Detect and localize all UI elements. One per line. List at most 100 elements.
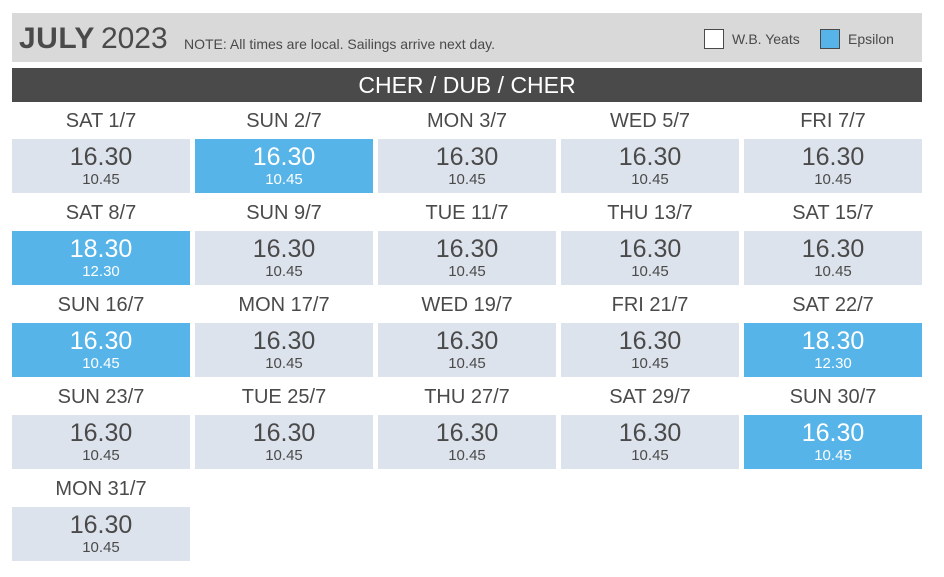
schedule-header: JULY 2023 NOTE: All times are local. Sail… xyxy=(12,13,922,62)
departure-time: 18.30 xyxy=(69,235,133,263)
departure-time: 16.30 xyxy=(801,235,865,263)
sailing-day: SUN 30/7 16.30 10.45 xyxy=(744,381,922,473)
month-title: JULY 2023 xyxy=(19,22,168,56)
departure-time: 16.30 xyxy=(618,419,682,447)
sailing-date: FRI 7/7 xyxy=(800,110,866,132)
sailing-day: SUN 9/7 16.30 10.45 xyxy=(195,197,373,289)
month-name: JULY xyxy=(19,22,95,55)
departure-time: 16.30 xyxy=(435,419,499,447)
departure-time: 16.30 xyxy=(252,327,316,355)
arrival-time: 10.45 xyxy=(448,171,486,188)
sailing-date: MON 3/7 xyxy=(426,110,508,132)
timetable-note: NOTE: All times are local. Sailings arri… xyxy=(184,36,495,52)
sailing-cell: 16.30 10.45 xyxy=(195,139,373,193)
sailing-cell: 16.30 10.45 xyxy=(12,139,190,193)
arrival-time: 10.45 xyxy=(82,355,120,372)
sailing-date: MON 17/7 xyxy=(238,294,330,316)
departure-time: 16.30 xyxy=(252,419,316,447)
arrival-time: 10.45 xyxy=(265,447,303,464)
sailing-date: THU 13/7 xyxy=(607,202,693,224)
arrival-time: 10.45 xyxy=(631,447,669,464)
arrival-time: 10.45 xyxy=(265,355,303,372)
sailing-day: SUN 16/7 16.30 10.45 xyxy=(12,289,190,381)
sailing-day: FRI 21/7 16.30 10.45 xyxy=(561,289,739,381)
sailing-day: SAT 1/7 16.30 10.45 xyxy=(12,105,190,197)
departure-time: 16.30 xyxy=(69,511,133,539)
sailing-day: SAT 29/7 16.30 10.45 xyxy=(561,381,739,473)
sailing-cell: 16.30 10.45 xyxy=(561,139,739,193)
arrival-time: 10.45 xyxy=(82,447,120,464)
sailing-date: SUN 9/7 xyxy=(246,202,322,224)
sailing-cell: 16.30 10.45 xyxy=(195,231,373,285)
arrival-time: 10.45 xyxy=(265,263,303,280)
sailing-day: THU 13/7 16.30 10.45 xyxy=(561,197,739,289)
arrival-time: 10.45 xyxy=(814,263,852,280)
arrival-time: 12.30 xyxy=(82,263,120,280)
legend-item-epsilon: Epsilon xyxy=(820,28,894,50)
sailing-date: TUE 25/7 xyxy=(241,386,327,408)
sailing-day: THU 27/7 16.30 10.45 xyxy=(378,381,556,473)
sailing-cell: 16.30 10.45 xyxy=(378,415,556,469)
sailing-cell: 18.30 12.30 xyxy=(744,323,922,377)
arrival-time: 12.30 xyxy=(814,355,852,372)
sailing-date: THU 27/7 xyxy=(424,386,510,408)
departure-time: 16.30 xyxy=(435,143,499,171)
departure-time: 18.30 xyxy=(801,327,865,355)
sailing-date: SAT 1/7 xyxy=(65,110,137,132)
arrival-time: 10.45 xyxy=(814,447,852,464)
sailing-date: SAT 29/7 xyxy=(609,386,691,408)
sailing-cell: 16.30 10.45 xyxy=(561,415,739,469)
sailing-day: FRI 7/7 16.30 10.45 xyxy=(744,105,922,197)
sailing-cell: 16.30 10.45 xyxy=(12,415,190,469)
arrival-time: 10.45 xyxy=(82,171,120,188)
arrival-time: 10.45 xyxy=(814,171,852,188)
departure-time: 16.30 xyxy=(69,327,133,355)
sailing-day: SUN 23/7 16.30 10.45 xyxy=(12,381,190,473)
sailing-cell: 16.30 10.45 xyxy=(195,415,373,469)
legend-item-wb-yeats: W.B. Yeats xyxy=(704,28,800,50)
departure-time: 16.30 xyxy=(69,419,133,447)
arrival-time: 10.45 xyxy=(631,263,669,280)
departure-time: 16.30 xyxy=(801,419,865,447)
sailing-date: SUN 30/7 xyxy=(789,386,877,408)
sailing-day: MON 31/7 16.30 10.45 xyxy=(12,473,190,565)
sailing-date: SAT 15/7 xyxy=(792,202,874,224)
arrival-time: 10.45 xyxy=(265,171,303,188)
departure-time: 16.30 xyxy=(69,143,133,171)
arrival-time: 10.45 xyxy=(448,355,486,372)
sailing-date: FRI 21/7 xyxy=(611,294,689,316)
legend-label-wb-yeats: W.B. Yeats xyxy=(732,31,800,47)
sailing-day: SAT 8/7 18.30 12.30 xyxy=(12,197,190,289)
arrival-time: 10.45 xyxy=(448,447,486,464)
arrival-time: 10.45 xyxy=(631,171,669,188)
sailing-day: SUN 2/7 16.30 10.45 xyxy=(195,105,373,197)
sailing-cell: 16.30 10.45 xyxy=(744,231,922,285)
route-banner: CHER / DUB / CHER xyxy=(12,68,922,102)
departure-time: 16.30 xyxy=(618,235,682,263)
sailing-day: MON 17/7 16.30 10.45 xyxy=(195,289,373,381)
departure-time: 16.30 xyxy=(618,327,682,355)
legend-swatch-wb-yeats xyxy=(704,29,724,49)
sailing-cell: 16.30 10.45 xyxy=(561,323,739,377)
sailing-day: SAT 22/7 18.30 12.30 xyxy=(744,289,922,381)
sailing-cell: 16.30 10.45 xyxy=(561,231,739,285)
departure-time: 16.30 xyxy=(252,235,316,263)
arrival-time: 10.45 xyxy=(82,539,120,556)
sailing-cell: 18.30 12.30 xyxy=(12,231,190,285)
legend-swatch-epsilon xyxy=(820,29,840,49)
sailing-day: WED 5/7 16.30 10.45 xyxy=(561,105,739,197)
sailing-date: SAT 22/7 xyxy=(792,294,874,316)
year: 2023 xyxy=(100,22,168,55)
departure-time: 16.30 xyxy=(618,143,682,171)
departure-time: 16.30 xyxy=(435,327,499,355)
departure-time: 16.30 xyxy=(801,143,865,171)
sailing-cell: 16.30 10.45 xyxy=(744,415,922,469)
arrival-time: 10.45 xyxy=(631,355,669,372)
sailing-date: TUE 11/7 xyxy=(425,202,509,224)
sailing-cell: 16.30 10.45 xyxy=(378,323,556,377)
sailing-date: WED 5/7 xyxy=(609,110,691,132)
sailing-day: TUE 25/7 16.30 10.45 xyxy=(195,381,373,473)
sailing-date: SUN 23/7 xyxy=(57,386,145,408)
sailing-cell: 16.30 10.45 xyxy=(12,323,190,377)
sailing-day: TUE 11/7 16.30 10.45 xyxy=(378,197,556,289)
